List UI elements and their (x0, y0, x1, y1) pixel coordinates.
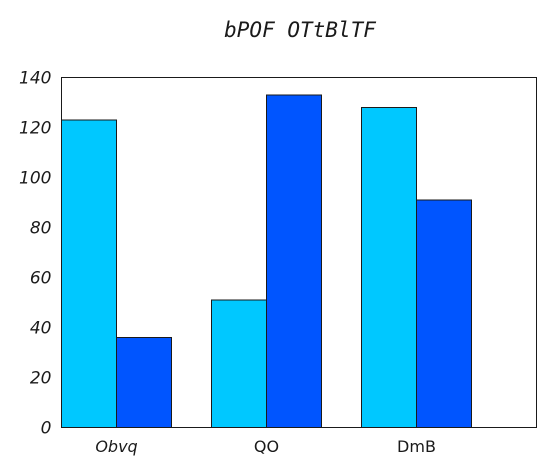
bar-obvq-series-2 (116, 337, 172, 428)
y-tick-label: 60 (30, 269, 52, 289)
y-tick-label: 20 (30, 369, 52, 389)
plot-frame (61, 77, 537, 428)
bar-obvq-series-1 (61, 119, 117, 428)
x-tick-label: QO (254, 437, 279, 456)
y-tick-label: 140 (19, 69, 51, 89)
x-tick-label: DmB (397, 437, 436, 456)
bar-qo-series-2 (266, 94, 322, 428)
y-tick-label: 80 (30, 219, 52, 239)
bar-dmb-series-1 (361, 107, 417, 428)
y-tick-label: 40 (30, 319, 52, 339)
y-tick-label: 0 (41, 419, 52, 439)
bar-qo-series-1 (211, 299, 267, 428)
y-tick-label: 120 (19, 119, 51, 139)
bars-group (61, 94, 472, 428)
bar-dmb-series-2 (416, 199, 472, 428)
chart-title: bPOF OTtBlTF (224, 18, 376, 42)
y-tick-label: 100 (19, 169, 51, 189)
y-axis-ticks: 0 20 40 60 80 100 120 140 (19, 69, 51, 439)
x-axis-ticks: Obvq QO DmB (95, 437, 436, 456)
x-tick-label: Obvq (95, 437, 137, 456)
